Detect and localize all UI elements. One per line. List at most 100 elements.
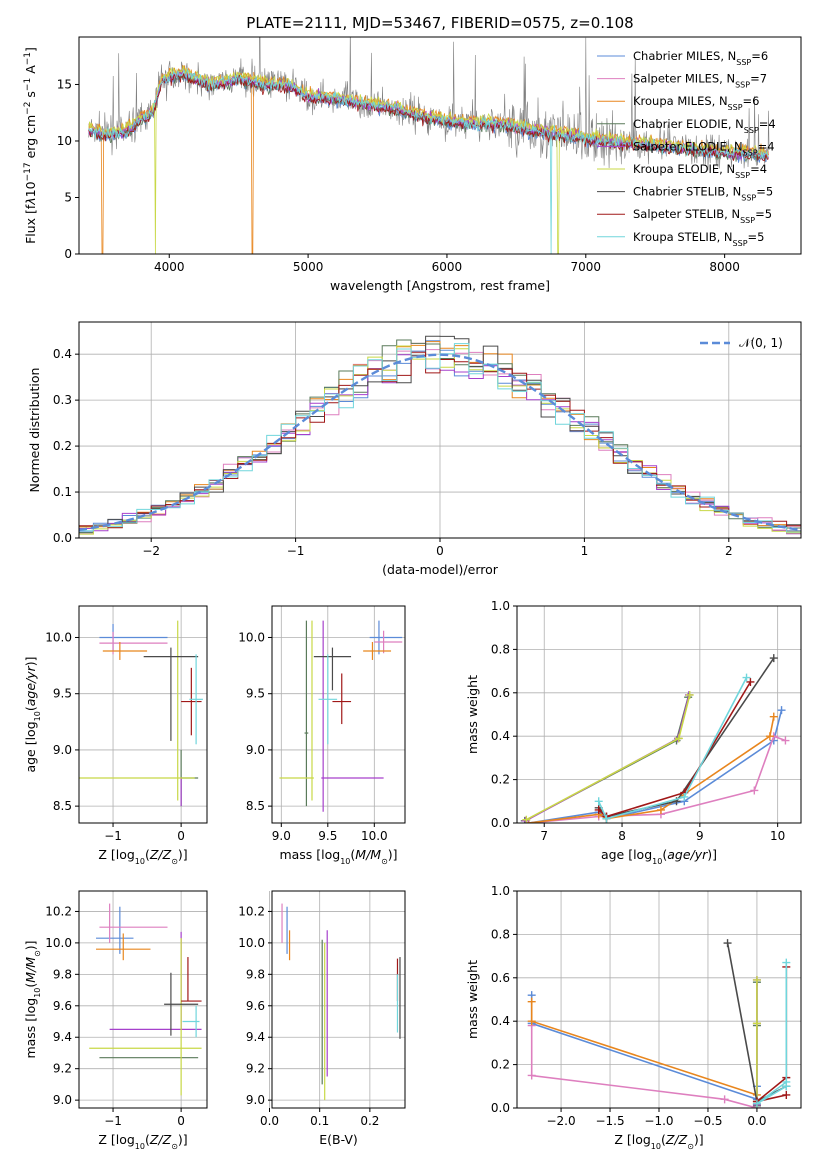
weights-line xyxy=(528,735,786,823)
axes-frame: −2.0 −1.5 −1.0 −0.5 0.0 0.0 0.2 0.4 0.6 0.8 1.0 Z [… xyxy=(465,884,802,1151)
y-axis-label: age [log10(age/yr)] xyxy=(23,656,42,772)
y-tick-label: 0.2 xyxy=(491,1058,510,1072)
x-axis-label: age [log10(age/yr)] xyxy=(601,847,717,866)
weights-marker xyxy=(769,654,778,663)
weights-marker xyxy=(594,805,603,814)
weights-marker xyxy=(782,1090,791,1099)
x-tick-label: −1.0 xyxy=(644,1114,673,1128)
errorbar-salpeter-miles xyxy=(99,903,168,943)
weights-kroupa-elodie xyxy=(752,975,761,1108)
y-tick-label: 1.0 xyxy=(491,884,510,898)
x-axis-label: (data-model)/error xyxy=(382,562,499,577)
errorbar-salpeter-stelib xyxy=(181,957,202,1002)
errorbar-salpeter-miles xyxy=(374,630,403,654)
x-tick-label: 5000 xyxy=(293,260,324,274)
x-tick-label: 0.2 xyxy=(360,1114,379,1128)
weights-marker xyxy=(765,732,774,741)
x-tick-label: 0 xyxy=(177,829,185,843)
weights-line xyxy=(756,962,788,1105)
weights-chabrier-miles xyxy=(524,706,786,823)
y-tick-label: 10.2 xyxy=(45,904,72,918)
x-tick-label: 6000 xyxy=(432,260,463,274)
plot-area xyxy=(279,620,403,812)
axes-border xyxy=(78,36,802,255)
errorbar-salpeter-stelib xyxy=(181,667,202,736)
x-axis-label: Z [log10(Z/Z⊙)] xyxy=(98,847,187,866)
errorbar-kroupa-stelib xyxy=(182,1005,200,1038)
weights-marker xyxy=(750,786,759,795)
weights-marker xyxy=(782,1082,791,1091)
legend-label: Kroupa STELIB, NSSP=5 xyxy=(633,230,764,248)
panel-weight_vs_Z: −2.0 −1.5 −1.0 −0.5 0.0 0.0 0.2 0.4 0.6 0.8 1.0 Z [… xyxy=(465,884,802,1151)
panel-spectrum: 4000 5000 6000 7000 8000 0 5 10 15 wavelength [An… xyxy=(23,36,802,293)
weights-marker xyxy=(521,816,530,823)
y-tick-label: 9.2 xyxy=(53,1062,72,1076)
histogram-chabrier-stelib xyxy=(79,335,801,527)
x-tick-label: −1.5 xyxy=(595,1114,624,1128)
errorbar-chabrier-miles xyxy=(369,620,403,655)
y-tick-label: 10.2 xyxy=(238,904,265,918)
weights-marker xyxy=(742,673,751,682)
weights-marker xyxy=(782,958,791,967)
axes-border xyxy=(78,890,208,1109)
x-tick-label: 10.0 xyxy=(361,829,388,843)
y-tick-label: 9.4 xyxy=(53,1030,72,1044)
panel-weight_vs_age: 7 8 9 10 0.0 0.2 0.4 0.6 0.8 1.0 age [log10(age/yr… xyxy=(465,599,802,866)
y-tick-label: 9.5 xyxy=(246,687,265,701)
x-tick-label: 0.1 xyxy=(310,1114,329,1128)
weights-marker xyxy=(746,677,755,686)
spectrum-model-kroupa-stelib xyxy=(88,68,769,254)
axes-frame: 7 8 9 10 0.0 0.2 0.4 0.6 0.8 1.0 age [log10(age/yr… xyxy=(465,599,802,866)
x-axis-label: wavelength [Angstrom, rest frame] xyxy=(330,278,550,293)
y-tick-label: 0.6 xyxy=(491,971,510,985)
weights-line xyxy=(530,1001,758,1096)
x-tick-label: −2 xyxy=(142,544,160,558)
errorbar-kroupa-elodie xyxy=(279,620,314,801)
y-tick-label: 0.8 xyxy=(491,642,510,656)
weights-marker xyxy=(602,814,611,823)
weights-marker xyxy=(674,734,683,743)
panel-mass_vs_Z: −1 0 9.0 9.2 9.4 9.6 9.8 10.0 10.2 Z [log10(Z/Z⊙)… xyxy=(23,890,208,1151)
plot-area xyxy=(88,37,770,254)
y-tick-label: 0.6 xyxy=(491,686,510,700)
y-tick-label: 9.4 xyxy=(246,1030,265,1044)
x-axis-label: E(B-V) xyxy=(319,1132,358,1147)
y-tick-label: 10.0 xyxy=(238,630,265,644)
weights-marker xyxy=(781,736,790,745)
x-tick-label: 0 xyxy=(177,1114,185,1128)
axes-border xyxy=(516,605,802,824)
y-tick-label: 9.6 xyxy=(246,999,265,1013)
y-tick-label: 9.0 xyxy=(246,1093,265,1107)
axes-frame: 9.0 9.5 10.0 8.5 9.0 9.5 10.0 mass [log10(M/M⊙)… xyxy=(238,605,406,866)
errorbar-chabrier-miles xyxy=(96,906,134,954)
x-tick-label: 7 xyxy=(540,829,548,843)
x-tick-label: 8 xyxy=(618,829,626,843)
errorbar-kroupa-miles xyxy=(96,933,151,961)
weights-kroupa-elodie xyxy=(522,690,694,823)
y-tick-label: 0.4 xyxy=(491,1014,510,1028)
plot-area xyxy=(527,939,791,1108)
y-tick-label: 0.3 xyxy=(53,393,72,407)
plot-area xyxy=(520,654,790,823)
weights-marker xyxy=(527,997,536,1006)
legend-label: Salpeter ELODIE, NSSP=4 xyxy=(633,139,775,157)
y-tick-label: 0.2 xyxy=(53,439,72,453)
y-axis-label: mass [log10(M/M⊙)] xyxy=(23,940,42,1058)
y-tick-label: 9.2 xyxy=(246,1062,265,1076)
weights-line xyxy=(756,967,788,1103)
legend: 𝒩(0, 1) xyxy=(700,336,783,350)
errorbar-salpeter-stelib xyxy=(332,673,352,725)
weights-marker xyxy=(527,1071,536,1080)
errorbar-salpeter-elodie xyxy=(321,620,384,812)
figure-title: PLATE=2111, MJD=53467, FIBERID=0575, z=0… xyxy=(246,14,633,32)
plot-area xyxy=(79,620,203,807)
weights-line xyxy=(528,710,783,823)
x-tick-label: −1 xyxy=(287,544,305,558)
y-tick-label: 0.1 xyxy=(53,485,72,499)
errorbar-chabrier-stelib xyxy=(143,647,199,741)
y-tick-label: 0 xyxy=(64,247,72,261)
axes-border xyxy=(271,605,406,824)
axes-frame: 4000 5000 6000 7000 8000 0 5 10 15 wavelength [An… xyxy=(23,36,802,293)
weights-marker xyxy=(720,1095,729,1104)
x-tick-label: 1 xyxy=(581,544,589,558)
